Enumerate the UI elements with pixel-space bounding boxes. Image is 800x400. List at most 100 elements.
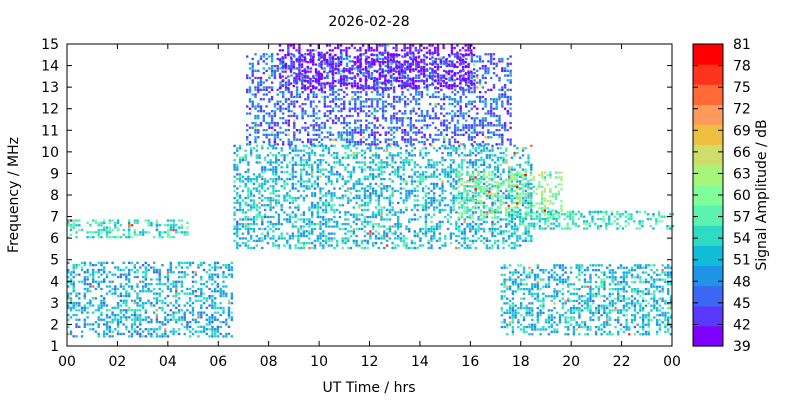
- heatmap-cell: [189, 335, 192, 338]
- heatmap-cell: [323, 76, 326, 80]
- heatmap-cell: [413, 163, 416, 166]
- heatmap-cell: [128, 261, 131, 264]
- heatmap-cell: [459, 95, 462, 99]
- heatmap-cell: [521, 232, 525, 235]
- heatmap-cell: [244, 242, 247, 245]
- heatmap-cell: [502, 168, 505, 171]
- heatmap-cell: [263, 182, 267, 185]
- heatmap-cell: [172, 285, 175, 288]
- heatmap-cell: [67, 285, 70, 288]
- heatmap-cell: [427, 166, 430, 169]
- heatmap-cell: [233, 168, 236, 171]
- heatmap-cell: [446, 213, 450, 216]
- heatmap-cell: [413, 189, 416, 193]
- heatmap-cell: [399, 166, 403, 169]
- heatmap-cell: [365, 119, 368, 122]
- heatmap-cell: [291, 178, 294, 181]
- heatmap-cell: [409, 100, 412, 103]
- heatmap-cell: [427, 213, 430, 216]
- heatmap-cell: [155, 224, 159, 227]
- heatmap-cell: [262, 129, 265, 132]
- heatmap-cell: [402, 159, 405, 162]
- heatmap-cell: [265, 62, 268, 65]
- heatmap-cell: [388, 154, 392, 157]
- heatmap-cell: [300, 58, 304, 61]
- heatmap-cell: [128, 285, 131, 288]
- heatmap-cell: [466, 246, 469, 250]
- heatmap-cell: [341, 242, 344, 245]
- heatmap-cell: [295, 129, 299, 132]
- heatmap-cell: [419, 173, 422, 176]
- heatmap-cell: [478, 98, 482, 101]
- heatmap-cell: [363, 151, 367, 155]
- heatmap-cell: [427, 159, 430, 162]
- heatmap-cell: [373, 87, 376, 90]
- heatmap-cell: [383, 187, 386, 190]
- heatmap-cell: [370, 129, 374, 132]
- heatmap-cell: [351, 133, 354, 136]
- heatmap-cell: [340, 110, 343, 113]
- heatmap-cell: [175, 283, 178, 286]
- heatmap-cell: [133, 219, 136, 222]
- heatmap-cell: [330, 244, 333, 247]
- heatmap-cell: [263, 156, 267, 159]
- heatmap-cell: [302, 196, 306, 200]
- heatmap-cell: [337, 81, 340, 84]
- heatmap-cell: [128, 278, 131, 281]
- heatmap-cell: [505, 218, 508, 221]
- heatmap-cell: [405, 156, 408, 159]
- heatmap-cell: [254, 86, 257, 89]
- heatmap-cell: [100, 228, 103, 232]
- heatmap-cell: [80, 261, 84, 264]
- heatmap-cell: [337, 133, 340, 136]
- heatmap-cell: [373, 131, 376, 134]
- heatmap-cell: [402, 168, 405, 171]
- heatmap-cell: [277, 213, 281, 216]
- heatmap-cell: [277, 189, 281, 193]
- heatmap-cell: [300, 63, 304, 66]
- heatmap-cell: [521, 204, 525, 207]
- heatmap-cell: [298, 53, 302, 56]
- heatmap-cell: [147, 221, 150, 224]
- heatmap-cell: [372, 189, 375, 193]
- heatmap-cell: [268, 121, 271, 125]
- heatmap-cell: [302, 211, 306, 214]
- heatmap-cell: [387, 102, 390, 106]
- heatmap-cell: [369, 175, 372, 178]
- heatmap-cell: [516, 230, 519, 233]
- heatmap-cell: [359, 58, 362, 61]
- heatmap-cell: [495, 107, 498, 110]
- heatmap-cell: [105, 328, 109, 331]
- heatmap-cell: [316, 166, 319, 169]
- heatmap-cell: [144, 275, 147, 279]
- heatmap-cell: [484, 72, 487, 75]
- heatmap-cell: [365, 143, 368, 146]
- heatmap-cell: [246, 74, 249, 77]
- heatmap-cell: [75, 335, 78, 338]
- heatmap-cell: [169, 318, 172, 321]
- heatmap-cell: [354, 119, 357, 122]
- heatmap-cell: [282, 112, 285, 115]
- heatmap-cell: [474, 192, 477, 195]
- heatmap-cell: [155, 316, 159, 319]
- heatmap-cell: [214, 330, 217, 333]
- heatmap-cell: [92, 297, 95, 300]
- heatmap-cell: [392, 107, 396, 110]
- heatmap-cell: [519, 182, 522, 185]
- heatmap-cell: [521, 154, 525, 157]
- heatmap-cell: [463, 246, 466, 250]
- heatmap-cell: [312, 58, 315, 61]
- heatmap-cell: [268, 86, 271, 89]
- heatmap-cell: [416, 218, 419, 221]
- heatmap-cell: [197, 313, 200, 317]
- heatmap-cell: [441, 192, 444, 195]
- heatmap-cell: [320, 91, 324, 94]
- heatmap-cell: [177, 280, 181, 283]
- heatmap-cell: [273, 124, 277, 127]
- heatmap-cell: [139, 335, 142, 338]
- heatmap-cell: [459, 112, 462, 115]
- heatmap-cell: [254, 76, 257, 80]
- heatmap-cell: [405, 206, 408, 209]
- heatmap-cell: [219, 332, 222, 336]
- heatmap-cell: [183, 233, 186, 236]
